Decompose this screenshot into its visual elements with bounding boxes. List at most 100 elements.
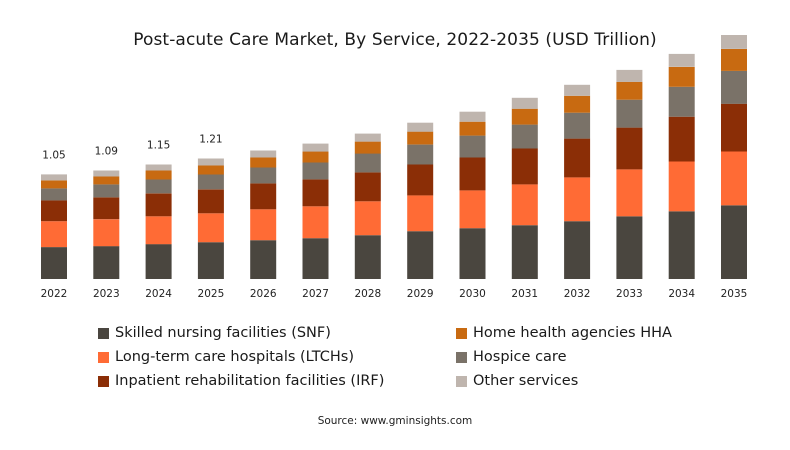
x-tick-label-2028: 2028 bbox=[354, 288, 381, 300]
x-tick-label-2030: 2030 bbox=[459, 288, 486, 300]
bar-segment-2023-skilled-nursing-facilities-snf bbox=[93, 246, 120, 279]
bar-segment-2034-hospice-care bbox=[668, 86, 695, 117]
bar-segment-2031-inpatient-rehabilitation-facilities-irf bbox=[511, 148, 538, 185]
bar-segment-2024-skilled-nursing-facilities-snf bbox=[145, 244, 172, 279]
legend-label-hospice: Hospice care bbox=[473, 349, 567, 365]
stacked-bar-chart: 1.05 1.09 1.15 1.21 2022 2023 2024 2025 2026 202… bbox=[41, 35, 748, 300]
bar-segment-2029-home-health-agencies-hha bbox=[407, 131, 434, 145]
legend-item-snf: Skilled nursing facilities (SNF) bbox=[98, 322, 331, 344]
legend-item-ltch: Long-term care hospitals (LTCHs) bbox=[98, 346, 354, 368]
bar-segment-2025-other-services bbox=[197, 158, 224, 166]
x-tick-label-2031: 2031 bbox=[511, 288, 538, 300]
bar-segment-2028-long-term-care-hospitals-ltchs bbox=[354, 201, 381, 236]
x-tick-label-2023: 2023 bbox=[93, 288, 120, 300]
bar-segment-2033-inpatient-rehabilitation-facilities-irf bbox=[616, 127, 643, 170]
bar-segment-2035-home-health-agencies-hha bbox=[721, 49, 747, 71]
bar-segment-2029-skilled-nursing-facilities-snf bbox=[407, 231, 434, 279]
bar-segment-2027-long-term-care-hospitals-ltchs bbox=[302, 206, 329, 239]
bar-segment-2033-skilled-nursing-facilities-snf bbox=[616, 216, 643, 279]
bar-segment-2027-inpatient-rehabilitation-facilities-irf bbox=[302, 179, 329, 207]
total-labels-group: 1.05 1.09 1.15 1.21 bbox=[42, 134, 222, 162]
bar-segment-2028-home-health-agencies-hha bbox=[354, 141, 381, 154]
bar-segment-2027-hospice-care bbox=[302, 162, 329, 180]
chart-title: Post-acute Care Market, By Service, 2022… bbox=[133, 30, 657, 50]
bar-segment-2031-long-term-care-hospitals-ltchs bbox=[511, 184, 538, 226]
bar-segment-2022-other-services bbox=[41, 174, 67, 181]
bar-segment-2029-long-term-care-hospitals-ltchs bbox=[407, 195, 434, 232]
x-tick-label-2035: 2035 bbox=[721, 288, 748, 300]
bar-segment-2025-long-term-care-hospitals-ltchs bbox=[197, 213, 224, 243]
bar-segment-2031-home-health-agencies-hha bbox=[511, 108, 538, 125]
bar-segment-2022-inpatient-rehabilitation-facilities-irf bbox=[41, 200, 67, 222]
bar-segment-2024-long-term-care-hospitals-ltchs bbox=[145, 216, 172, 245]
bar-segment-2026-home-health-agencies-hha bbox=[250, 157, 277, 168]
legend-label-hha: Home health agencies HHA bbox=[473, 325, 672, 341]
bar-segment-2030-inpatient-rehabilitation-facilities-irf bbox=[459, 157, 486, 191]
bar-segment-2031-skilled-nursing-facilities-snf bbox=[511, 225, 538, 279]
legend-label-ltch: Long-term care hospitals (LTCHs) bbox=[115, 349, 354, 365]
bar-segment-2029-inpatient-rehabilitation-facilities-irf bbox=[407, 164, 434, 196]
bar-segment-2024-inpatient-rehabilitation-facilities-irf bbox=[145, 193, 172, 217]
x-tick-label-2025: 2025 bbox=[198, 288, 225, 300]
bar-segment-2029-other-services bbox=[407, 122, 434, 132]
legend-swatch-snf bbox=[98, 327, 109, 339]
x-tick-label-2029: 2029 bbox=[407, 288, 434, 300]
bar-segment-2023-hospice-care bbox=[93, 184, 120, 198]
legend-label-other: Other services bbox=[473, 373, 579, 389]
x-tick-label-2027: 2027 bbox=[302, 288, 329, 300]
bar-segment-2023-long-term-care-hospitals-ltchs bbox=[93, 219, 120, 247]
bar-segment-2035-long-term-care-hospitals-ltchs bbox=[721, 151, 747, 206]
bar-segment-2031-other-services bbox=[511, 97, 538, 109]
bar-segment-2032-skilled-nursing-facilities-snf bbox=[564, 221, 591, 279]
bar-segment-2033-long-term-care-hospitals-ltchs bbox=[616, 169, 643, 217]
total-label-2023: 1.09 bbox=[95, 146, 118, 158]
bar-segment-2030-home-health-agencies-hha bbox=[459, 121, 486, 136]
bar-segment-2025-skilled-nursing-facilities-snf bbox=[197, 242, 224, 279]
bar-segment-2028-skilled-nursing-facilities-snf bbox=[354, 235, 381, 279]
bar-segment-2026-other-services bbox=[250, 150, 277, 158]
total-label-2022: 1.05 bbox=[42, 149, 65, 161]
bar-segment-2026-skilled-nursing-facilities-snf bbox=[250, 240, 277, 279]
x-tick-label-2024: 2024 bbox=[145, 288, 172, 300]
total-label-2025: 1.21 bbox=[199, 134, 222, 146]
bar-segment-2025-hospice-care bbox=[197, 174, 224, 190]
x-tick-label-2026: 2026 bbox=[250, 288, 277, 300]
legend-swatch-ltch bbox=[98, 351, 109, 363]
bar-segment-2033-other-services bbox=[616, 69, 643, 82]
bar-segment-2035-other-services bbox=[721, 35, 747, 49]
bar-segment-2028-other-services bbox=[354, 133, 381, 142]
bar-segment-2023-other-services bbox=[93, 170, 120, 177]
x-tick-label-2033: 2033 bbox=[616, 288, 643, 300]
bar-segment-2034-skilled-nursing-facilities-snf bbox=[668, 211, 695, 279]
bar-segment-2026-long-term-care-hospitals-ltchs bbox=[250, 209, 277, 241]
x-axis-tick-labels: 2022 2023 2024 2025 2026 2027 2028 2029 2030 2031… bbox=[41, 288, 748, 300]
bar-segment-2030-long-term-care-hospitals-ltchs bbox=[459, 190, 486, 229]
bars-group bbox=[41, 35, 747, 279]
bar-segment-2027-other-services bbox=[302, 143, 329, 152]
legend-label-irf: Inpatient rehabilitation facilities (IRF… bbox=[115, 373, 385, 389]
legend-item-hha: Home health agencies HHA bbox=[456, 322, 672, 344]
legend-item-other: Other services bbox=[456, 370, 578, 392]
legend-swatch-irf bbox=[98, 375, 109, 387]
legend-item-irf: Inpatient rehabilitation facilities (IRF… bbox=[98, 370, 384, 392]
bar-segment-2035-hospice-care bbox=[721, 70, 747, 104]
bar-segment-2032-hospice-care bbox=[564, 112, 591, 139]
bar-segment-2033-home-health-agencies-hha bbox=[616, 81, 643, 100]
bar-segment-2028-inpatient-rehabilitation-facilities-irf bbox=[354, 172, 381, 202]
legend: Skilled nursing facilities (SNF) Long-te… bbox=[98, 322, 738, 394]
bar-segment-2023-inpatient-rehabilitation-facilities-irf bbox=[93, 197, 120, 220]
bar-segment-2024-home-health-agencies-hha bbox=[145, 170, 172, 180]
bar-segment-2034-other-services bbox=[668, 53, 695, 67]
bar-segment-2025-home-health-agencies-hha bbox=[197, 165, 224, 175]
bar-segment-2027-skilled-nursing-facilities-snf bbox=[302, 238, 329, 279]
bar-segment-2034-inpatient-rehabilitation-facilities-irf bbox=[668, 116, 695, 162]
bar-segment-2030-other-services bbox=[459, 111, 486, 122]
bar-segment-2025-inpatient-rehabilitation-facilities-irf bbox=[197, 189, 224, 214]
bar-segment-2035-skilled-nursing-facilities-snf bbox=[721, 205, 747, 279]
legend-swatch-hospice bbox=[456, 351, 467, 363]
bar-segment-2027-home-health-agencies-hha bbox=[302, 151, 329, 163]
bar-segment-2034-long-term-care-hospitals-ltchs bbox=[668, 161, 695, 212]
x-tick-label-2034: 2034 bbox=[668, 288, 695, 300]
bar-segment-2032-inpatient-rehabilitation-facilities-irf bbox=[564, 138, 591, 178]
